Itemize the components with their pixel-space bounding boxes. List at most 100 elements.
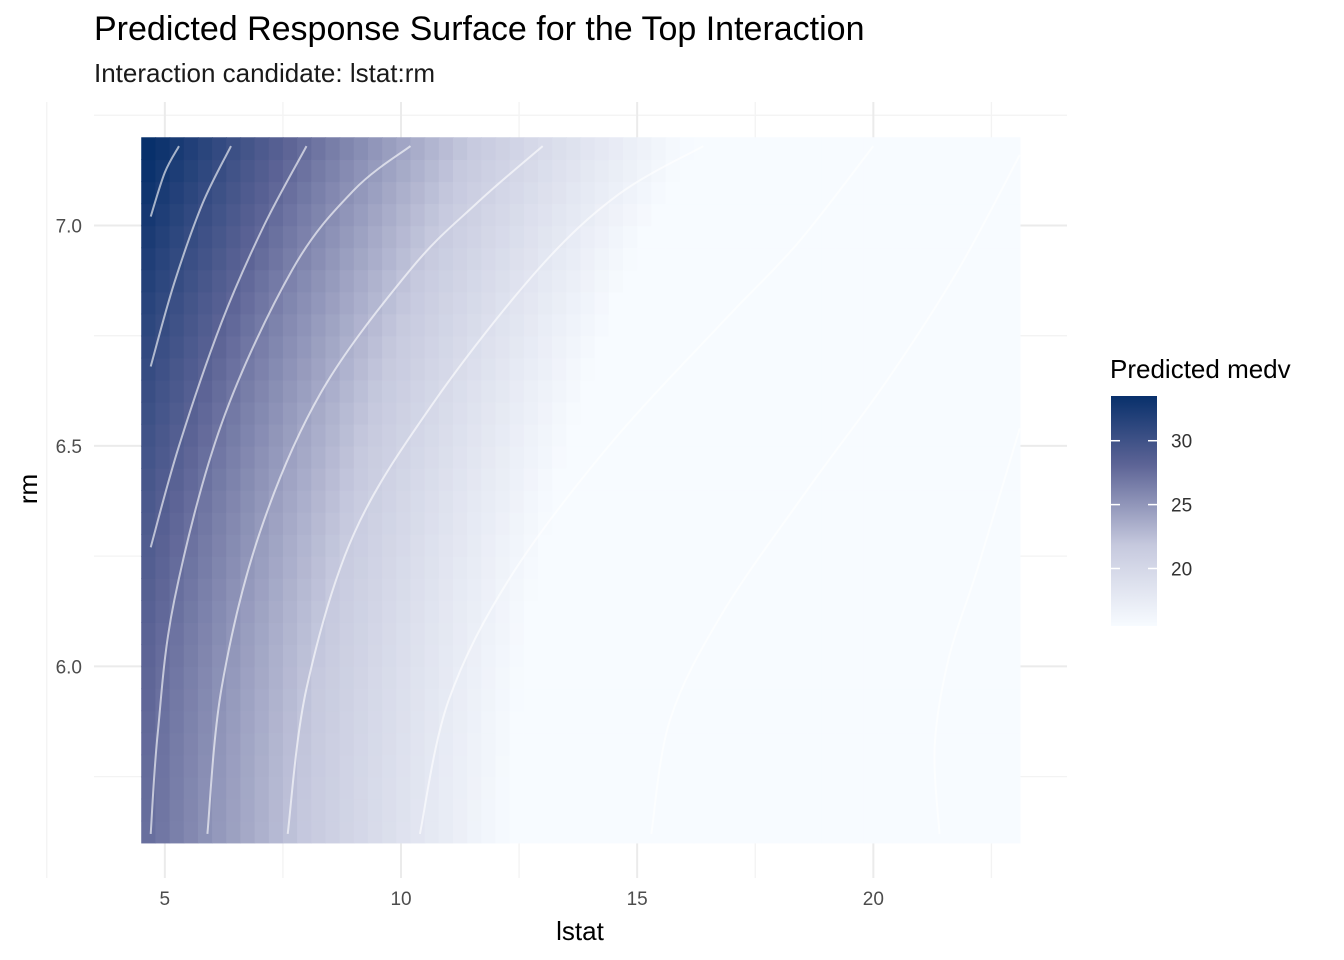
heatmap-cell [311,490,327,513]
heatmap-cell [537,710,553,734]
heatmap-cell [835,600,851,623]
heatmap-cell [552,181,568,205]
heatmap-cell [991,754,1007,778]
heatmap-cell [268,798,284,822]
heatmap-cell [807,357,823,381]
heatmap-cell [991,820,1007,844]
heatmap-cell [920,335,936,359]
heatmap-cell [849,798,865,822]
heatmap-cell [608,644,624,668]
heatmap-cell [920,445,936,469]
heatmap-cell [580,291,596,315]
heatmap-cell [665,666,681,690]
heatmap-cell [821,379,837,403]
heatmap-cell [793,798,808,822]
heatmap-cell [339,820,355,844]
heatmap-cell [197,203,213,227]
heatmap-cell [495,269,511,293]
heatmap-cell [367,269,383,293]
heatmap-cell [467,291,483,315]
heatmap-cell [594,776,610,800]
heatmap-cell [708,644,723,668]
heatmap-cell [452,335,468,359]
heatmap-cell [509,137,525,161]
heatmap-cell [977,423,993,447]
heatmap-cell [481,820,497,844]
heatmap-cell [495,467,511,491]
heatmap-cell [537,776,553,800]
heatmap-cell [708,512,723,535]
heatmap-cell [637,423,653,447]
heatmap-cell [254,798,270,822]
heatmap-cell [778,578,794,601]
heatmap-cell [212,798,227,822]
heatmap-cell [665,357,681,381]
heatmap-cell [679,203,695,227]
heatmap-cell [467,534,483,557]
heatmap-cell [849,401,865,425]
heatmap-cell [651,313,667,337]
heatmap-cell [892,379,908,403]
heatmap-cell [764,401,780,425]
heatmap-cell [608,269,624,293]
heatmap-cell [665,754,681,778]
heatmap-cell [608,754,624,778]
heatmap-cell [878,600,893,623]
heatmap-cell [750,225,766,249]
heatmap-cell [623,137,638,161]
heatmap-cell [282,379,298,403]
heatmap-cell [920,203,936,227]
heatmap-cell [948,710,964,734]
heatmap-cell [226,357,242,381]
heatmap-cell [736,732,752,756]
heatmap-cell [537,357,553,381]
heatmap-cell [240,401,256,425]
heatmap-cell [623,600,638,623]
heatmap-cell [651,467,667,491]
heatmap-cell [1005,578,1021,601]
heatmap-cell [948,732,964,756]
heatmap-cell [722,688,738,712]
heatmap-cell [1005,820,1021,844]
heatmap-cell [906,578,922,601]
heatmap-cell [495,820,511,844]
heatmap-cell [212,578,227,601]
heatmap-cell [396,688,412,712]
heatmap-cell [268,357,284,381]
heatmap-cell [452,159,468,183]
heatmap-cell [155,445,171,469]
heatmap-cell [509,225,525,249]
heatmap-cell [906,644,922,668]
heatmap-cell [892,776,908,800]
heatmap-cell [963,798,978,822]
heatmap-cell [268,467,284,491]
heatmap-cell [708,710,723,734]
heatmap-cell [736,401,752,425]
heatmap-cell [495,644,511,668]
heatmap-cell [226,600,242,623]
heatmap-cell [325,666,341,690]
heatmap-cell [863,578,879,601]
heatmap-cell [353,754,369,778]
heatmap-cell [311,181,327,205]
heatmap-cell [764,313,780,337]
heatmap-cell [353,666,369,690]
heatmap-cell [382,401,397,425]
heatmap-cell [155,379,171,403]
heatmap-cell [821,798,837,822]
heatmap-cell [637,137,653,161]
heatmap-cell [906,357,922,381]
heatmap-cell [424,445,440,469]
heatmap-cell [311,313,327,337]
heatmap-cell [339,291,355,315]
heatmap-cell [679,225,695,249]
heatmap-cell [637,644,653,668]
heatmap-cell [396,512,412,535]
heatmap-cell [552,798,568,822]
heatmap-cell [693,622,709,646]
heatmap-cell [934,137,950,161]
heatmap-cell [410,335,426,359]
heatmap-cell [282,534,298,557]
heatmap-cell [580,688,596,712]
heatmap-cell [892,666,908,690]
